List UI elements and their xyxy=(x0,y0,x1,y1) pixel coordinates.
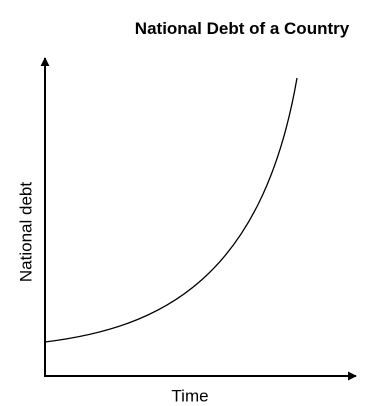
debt-curve xyxy=(44,77,298,343)
y-axis-label: National debt xyxy=(16,182,35,282)
title: National Debt of a Country xyxy=(135,19,350,38)
x-axis-label: Time xyxy=(171,386,208,405)
